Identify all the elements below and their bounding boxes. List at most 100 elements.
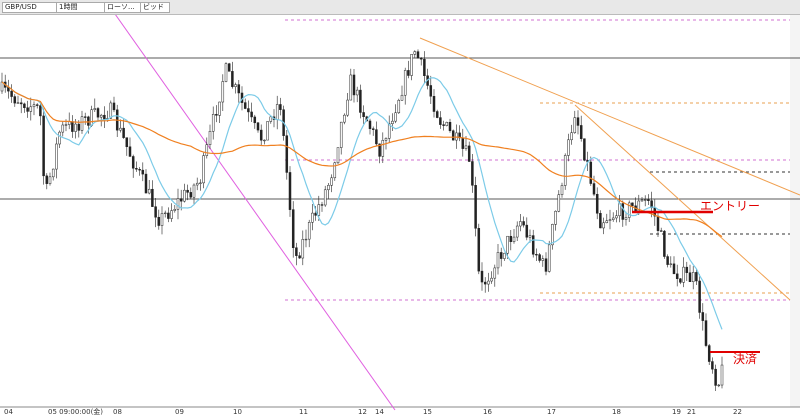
candle-body xyxy=(567,139,570,156)
candle-body xyxy=(45,175,49,184)
candle-body xyxy=(643,199,647,201)
time-label: 22 xyxy=(733,408,742,416)
candle-body xyxy=(407,70,410,76)
candle-body xyxy=(419,57,423,60)
time-label: 17 xyxy=(547,408,556,416)
candle-body xyxy=(250,111,253,118)
candle-body xyxy=(448,122,452,131)
candle-body xyxy=(631,202,634,207)
candle-body xyxy=(672,263,676,275)
candle-body xyxy=(701,312,705,321)
candle-body xyxy=(429,85,433,97)
chart: エントリー 決済 04 05 09:00:00(金) 08 09 10 11 12 14 15 1… xyxy=(0,15,800,416)
symbol-select[interactable]: GBP/USD xyxy=(2,2,58,13)
candle-body xyxy=(538,254,541,261)
candle-body xyxy=(669,263,673,265)
candle-body xyxy=(39,105,42,117)
time-label: 08 xyxy=(113,408,122,416)
candle-body xyxy=(231,71,234,87)
candle-body xyxy=(32,104,36,108)
candle-body xyxy=(515,225,519,238)
candle-body xyxy=(128,146,132,157)
candle-body xyxy=(16,102,20,104)
candle-body xyxy=(403,70,407,96)
candle-body xyxy=(298,255,301,259)
short-moving-average xyxy=(1,77,723,330)
candle-body xyxy=(275,104,279,120)
candle-body xyxy=(355,89,359,96)
candle-body xyxy=(256,122,260,131)
candle-body xyxy=(541,258,545,261)
candle-body xyxy=(445,122,449,126)
candle-body xyxy=(99,114,103,118)
candle-body xyxy=(496,252,500,269)
candle-body xyxy=(199,182,202,184)
candle-body xyxy=(64,124,68,126)
candle-body xyxy=(61,124,65,133)
candle-body xyxy=(157,216,161,226)
candle-body xyxy=(573,117,577,133)
candle-body xyxy=(432,96,436,112)
candle-body xyxy=(343,114,346,123)
candle-body xyxy=(253,116,257,124)
candle-body xyxy=(179,198,183,202)
candle-body xyxy=(221,81,225,103)
candle-body xyxy=(640,199,644,202)
candle-body xyxy=(74,123,77,132)
candle-body xyxy=(557,194,561,212)
candle-body xyxy=(23,103,26,108)
candle-body xyxy=(29,106,33,112)
candle-body xyxy=(42,115,45,177)
candle-body xyxy=(359,89,362,113)
candle-body xyxy=(336,147,340,164)
time-label: 09 xyxy=(175,408,184,416)
candle-body xyxy=(480,270,484,283)
candle-body xyxy=(375,129,378,145)
candle-body xyxy=(163,212,167,215)
candle-body xyxy=(234,84,237,87)
price-type-select[interactable]: ビッド xyxy=(140,2,170,13)
time-label: 05 09:00:00(金) xyxy=(48,407,103,416)
candle-body xyxy=(535,254,538,256)
candle-body xyxy=(627,202,631,218)
candle-body xyxy=(208,130,212,145)
candle-body xyxy=(659,230,663,232)
candle-body xyxy=(611,217,615,220)
candle-body xyxy=(311,212,314,223)
candle-body xyxy=(58,131,61,145)
candle-body xyxy=(87,116,90,126)
candle-body xyxy=(218,101,221,116)
time-label: 16 xyxy=(483,408,492,416)
chart-type-select[interactable]: ローソ... xyxy=(104,2,142,13)
candle-body xyxy=(391,120,394,124)
candle-body xyxy=(647,199,650,201)
candle-body xyxy=(19,102,23,105)
candle-body xyxy=(547,244,551,272)
candle-body xyxy=(589,161,593,184)
candle-body xyxy=(551,224,554,246)
candle-body xyxy=(131,156,135,169)
trend-line xyxy=(574,104,791,301)
candle-body xyxy=(77,123,81,131)
candle-body xyxy=(679,278,682,283)
candle-body xyxy=(304,238,308,241)
candle-body xyxy=(346,99,349,116)
candle-body xyxy=(512,236,516,242)
candle-body xyxy=(576,117,580,126)
candle-body xyxy=(202,155,205,184)
candle-body xyxy=(717,384,721,387)
candle-body xyxy=(205,144,209,156)
candle-body xyxy=(461,137,465,149)
timeframe-select[interactable]: 1時間 xyxy=(56,2,106,13)
candle-body xyxy=(301,239,305,259)
candle-body xyxy=(119,127,122,131)
candle-body xyxy=(138,169,141,171)
candle-body xyxy=(490,277,493,282)
candle-body xyxy=(167,212,170,219)
candle-body xyxy=(93,108,97,111)
candle-body xyxy=(522,221,525,226)
candle-body xyxy=(621,203,625,220)
entry-label: エントリー xyxy=(700,199,760,213)
candle-body xyxy=(675,273,679,279)
candle-body xyxy=(381,140,385,157)
